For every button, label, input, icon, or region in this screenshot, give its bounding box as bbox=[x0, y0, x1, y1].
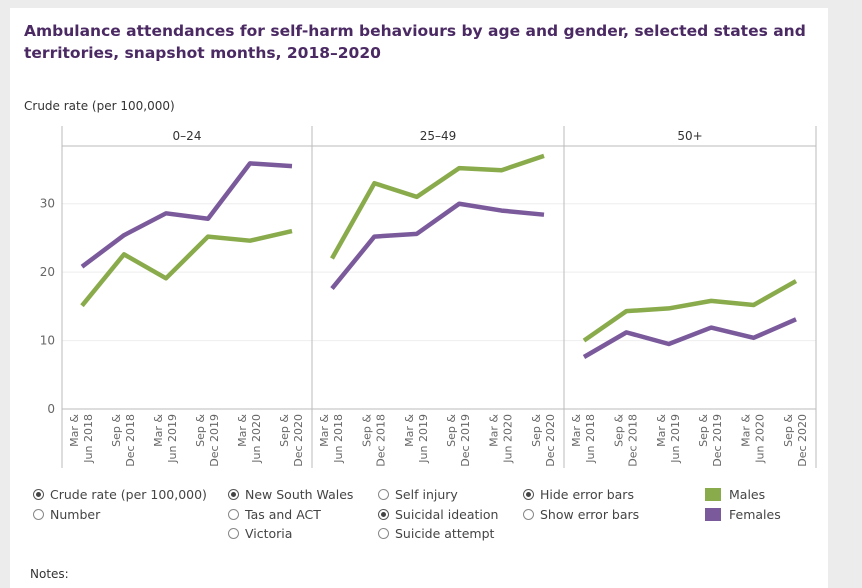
radio-behaviour-3[interactable]: Suicide attempt bbox=[378, 526, 494, 541]
series-line-males-3 bbox=[582, 279, 798, 343]
notes-label: Notes: bbox=[30, 567, 69, 581]
x-tick-label: Mar & bbox=[655, 414, 668, 447]
x-tick-label: Jun 2018 bbox=[82, 414, 95, 464]
x-tick-label: Mar & bbox=[570, 414, 583, 447]
radio-label: Suicidal ideation bbox=[395, 506, 499, 522]
radio-label: Tas and ACT bbox=[245, 506, 321, 522]
radio-button-icon[interactable] bbox=[33, 508, 44, 520]
x-tick-label: Sep & bbox=[110, 414, 123, 447]
x-tick-label: Jun 2019 bbox=[166, 414, 179, 464]
x-tick-label: Dec 2019 bbox=[208, 414, 221, 467]
x-tick-label: Dec 2019 bbox=[711, 414, 724, 467]
x-tick-label: Sep & bbox=[697, 414, 710, 447]
radio-label: Victoria bbox=[245, 526, 293, 541]
x-tick-label: Dec 2018 bbox=[626, 414, 639, 467]
radio-measure-2[interactable]: Number bbox=[33, 507, 100, 522]
x-tick-label: Jun 2020 bbox=[502, 414, 515, 464]
y-tick-label: 30 bbox=[40, 197, 55, 211]
x-tick-label: Mar & bbox=[318, 414, 331, 447]
x-tick-label: Jun 2018 bbox=[584, 414, 597, 464]
radio-state-3[interactable]: Victoria bbox=[228, 526, 292, 541]
x-tick-label: Jun 2020 bbox=[754, 414, 767, 464]
radio-button-icon[interactable] bbox=[378, 489, 389, 500]
series-line-males-1 bbox=[80, 228, 293, 308]
y-axis-label: Crude rate (per 100,000) bbox=[24, 99, 175, 113]
panel-header: 25–49 bbox=[420, 129, 457, 143]
radio-state-2[interactable]: Tas and ACT bbox=[228, 507, 321, 522]
x-tick-label: Sep & bbox=[782, 414, 795, 447]
radio-button-icon[interactable] bbox=[33, 489, 44, 500]
radio-state-1[interactable]: New South Wales bbox=[228, 487, 353, 502]
x-tick-label: Sep & bbox=[278, 414, 291, 447]
series-line-females-2 bbox=[330, 201, 545, 291]
radio-behaviour-2[interactable]: Suicidal ideation bbox=[378, 507, 498, 522]
radio-button-icon[interactable] bbox=[228, 489, 239, 500]
x-tick-label: Jun 2020 bbox=[250, 414, 263, 464]
x-tick-label: Jun 2019 bbox=[669, 414, 682, 464]
x-tick-label: Mar & bbox=[236, 414, 249, 447]
y-tick-label: 0 bbox=[47, 402, 55, 416]
radio-button-icon[interactable] bbox=[378, 528, 389, 539]
x-tick-label: Sep & bbox=[360, 414, 373, 447]
radio-button-icon[interactable] bbox=[523, 489, 534, 500]
radio-error_bars-2[interactable]: Show error bars bbox=[523, 507, 639, 522]
series-line-females-3 bbox=[582, 317, 797, 359]
radio-label: Crude rate (per 100,000) bbox=[50, 487, 207, 502]
x-tick-label: Dec 2018 bbox=[124, 414, 137, 467]
x-tick-label: Jun 2018 bbox=[332, 414, 345, 464]
x-tick-label: Mar & bbox=[488, 414, 501, 447]
radio-label: Hide error bars bbox=[540, 487, 634, 502]
radio-behaviour-1[interactable]: Self injury bbox=[378, 487, 458, 502]
x-tick-label: Jun 2019 bbox=[417, 414, 430, 464]
x-tick-label: Dec 2020 bbox=[292, 414, 305, 467]
x-tick-label: Dec 2020 bbox=[544, 414, 557, 467]
series-line-females-1 bbox=[80, 161, 293, 269]
x-tick-label: Sep & bbox=[194, 414, 207, 447]
panel-header: 50+ bbox=[677, 129, 702, 143]
y-tick-label: 10 bbox=[40, 334, 55, 348]
radio-button-icon[interactable] bbox=[228, 508, 239, 520]
y-tick-label: 20 bbox=[40, 265, 55, 279]
x-tick-label: Sep & bbox=[612, 414, 625, 447]
series-line-males-2 bbox=[330, 153, 545, 260]
radio-label: Suicide attempt bbox=[395, 526, 495, 541]
x-tick-label: Dec 2018 bbox=[374, 414, 387, 467]
x-tick-label: Mar & bbox=[740, 414, 753, 447]
panel-header: 0–24 bbox=[173, 129, 202, 143]
radio-label: Self injury bbox=[395, 487, 458, 502]
radio-label: Number bbox=[50, 506, 101, 522]
x-tick-label: Mar & bbox=[68, 414, 81, 447]
radio-label: New South Wales bbox=[245, 487, 354, 502]
x-tick-label: Sep & bbox=[445, 414, 458, 447]
x-tick-label: Sep & bbox=[530, 414, 543, 447]
radio-measure-1[interactable]: Crude rate (per 100,000) bbox=[33, 487, 207, 502]
chart-card bbox=[10, 8, 828, 588]
radio-button-icon[interactable] bbox=[523, 508, 534, 520]
x-tick-label: Dec 2020 bbox=[796, 414, 809, 467]
x-tick-label: Mar & bbox=[403, 414, 416, 447]
chart-title: Ambulance attendances for self-harm beha… bbox=[24, 22, 806, 62]
x-tick-label: Dec 2019 bbox=[459, 414, 472, 467]
radio-button-icon[interactable] bbox=[228, 528, 239, 539]
x-tick-label: Mar & bbox=[152, 414, 165, 447]
radio-label: Show error bars bbox=[540, 506, 640, 522]
radio-button-icon[interactable] bbox=[378, 508, 389, 520]
radio-error_bars-1[interactable]: Hide error bars bbox=[523, 487, 634, 502]
